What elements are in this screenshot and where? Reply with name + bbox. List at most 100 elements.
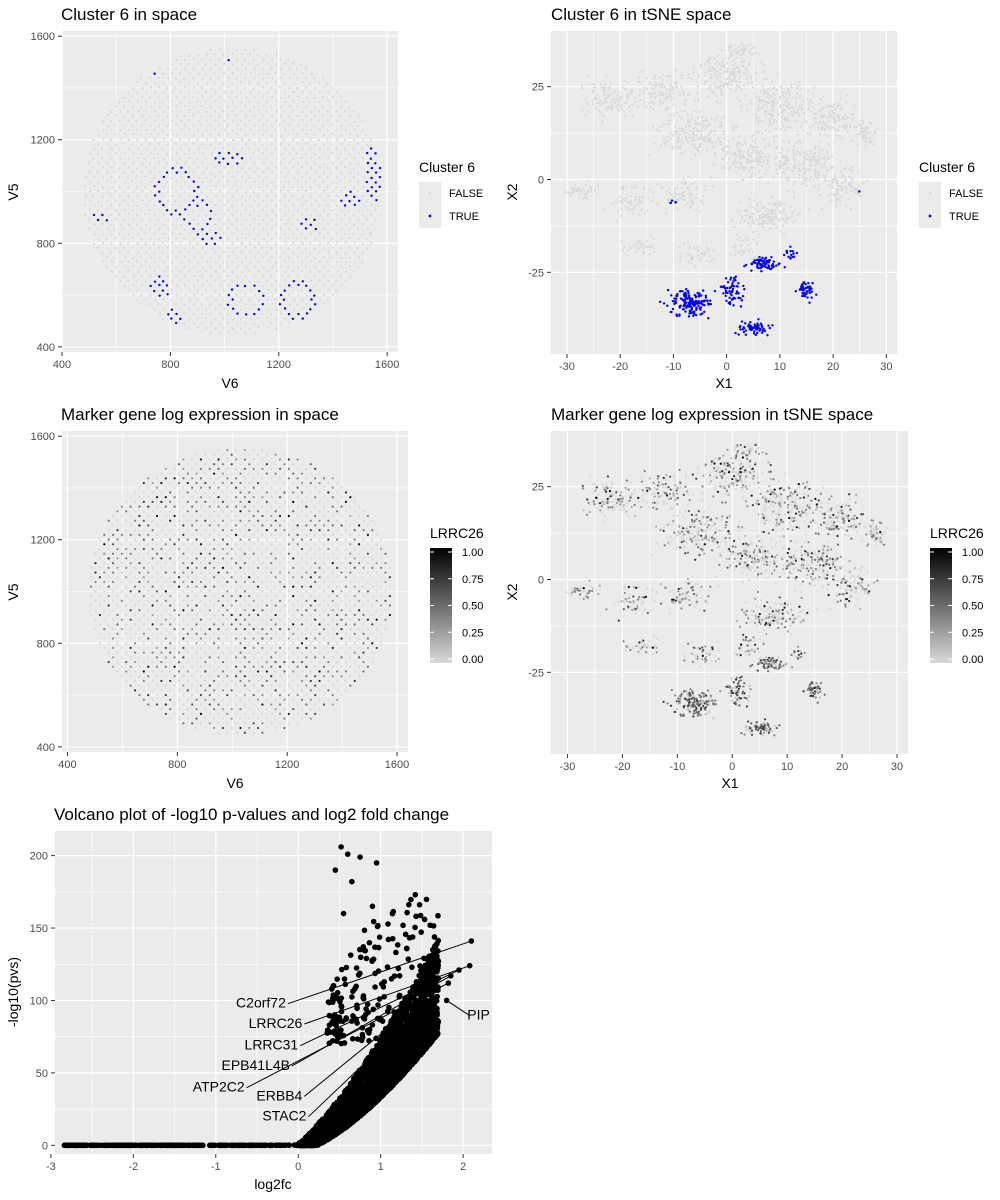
point-false <box>810 160 813 163</box>
point-false <box>606 96 609 99</box>
point-false <box>266 317 269 320</box>
point-false <box>128 289 131 292</box>
point <box>213 642 216 645</box>
point-false <box>314 284 317 287</box>
point <box>336 632 339 635</box>
point-false <box>284 222 287 225</box>
point-false <box>725 81 729 85</box>
point-false <box>244 123 247 127</box>
point-false <box>802 175 805 178</box>
point-false <box>787 105 791 108</box>
point-false <box>201 143 204 146</box>
point-false <box>732 59 735 62</box>
point-false <box>804 154 807 157</box>
point <box>208 627 211 631</box>
point-false <box>860 135 863 138</box>
point-false <box>582 189 586 192</box>
point-false <box>141 95 144 98</box>
point <box>177 670 181 673</box>
point <box>213 689 216 692</box>
point-false <box>699 260 702 263</box>
point <box>169 651 172 654</box>
point-false <box>740 217 744 220</box>
point-false <box>642 246 646 249</box>
point-false <box>205 119 208 122</box>
point-false <box>369 138 372 141</box>
point <box>243 599 246 602</box>
point-false <box>663 86 666 89</box>
point-false <box>628 208 631 212</box>
point <box>366 637 370 640</box>
point-true <box>192 180 195 183</box>
point-false <box>200 303 203 306</box>
point-false <box>665 75 668 78</box>
point-false <box>629 246 632 249</box>
point-false <box>680 197 683 200</box>
point-false <box>131 265 134 268</box>
point-true <box>740 320 744 323</box>
point-false <box>291 147 294 151</box>
point-false <box>275 308 278 311</box>
point-false <box>266 252 269 255</box>
point-false <box>301 175 304 179</box>
point-false <box>271 293 274 296</box>
point <box>191 693 194 697</box>
point <box>151 632 154 635</box>
point-false <box>244 180 247 183</box>
point <box>300 717 304 720</box>
point-true <box>279 293 283 297</box>
point-false <box>743 251 746 254</box>
point <box>331 656 334 659</box>
point-false <box>652 246 655 249</box>
point <box>292 708 295 711</box>
point-false <box>659 103 662 106</box>
point-false <box>739 153 742 157</box>
point-false <box>249 327 252 330</box>
point-false <box>331 256 334 259</box>
point-false <box>778 218 781 221</box>
point-false <box>322 189 326 193</box>
point-false <box>756 155 759 158</box>
point-false <box>731 72 734 75</box>
point-false <box>139 228 143 231</box>
point-false <box>723 137 726 140</box>
point-false <box>174 302 177 306</box>
point-false <box>236 171 239 174</box>
point-false <box>314 86 317 90</box>
point-true <box>357 199 361 202</box>
point-false <box>171 251 174 254</box>
point-false <box>702 195 705 198</box>
point-false <box>357 162 360 165</box>
point-false <box>592 82 595 86</box>
point-false <box>766 110 770 113</box>
point-false <box>810 110 813 113</box>
point-false <box>261 151 264 155</box>
point-false <box>739 142 742 145</box>
point-false <box>323 265 326 268</box>
point <box>278 646 282 650</box>
point-false <box>654 81 657 84</box>
point-false <box>808 178 811 182</box>
point-false <box>791 183 794 186</box>
point-false <box>106 247 109 250</box>
point-false <box>197 261 200 264</box>
point <box>217 684 220 687</box>
point-false <box>213 147 216 150</box>
point-true <box>681 298 685 302</box>
point-false <box>119 110 122 113</box>
point-false <box>188 54 191 57</box>
point-false <box>829 113 832 116</box>
point-true <box>810 290 814 293</box>
point-false <box>166 143 169 146</box>
point-true <box>192 189 196 193</box>
point-false <box>746 236 749 239</box>
point-false <box>780 176 783 179</box>
point <box>182 722 185 725</box>
point-false <box>162 213 166 216</box>
point-false <box>670 98 673 101</box>
point <box>239 689 242 692</box>
point <box>256 689 260 692</box>
point-true <box>305 312 309 315</box>
point <box>292 651 295 654</box>
